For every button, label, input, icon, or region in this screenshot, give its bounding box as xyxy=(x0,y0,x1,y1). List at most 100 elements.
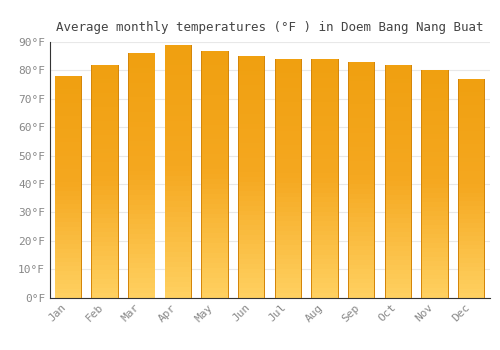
Bar xyxy=(458,171,485,175)
Bar xyxy=(54,76,56,298)
Bar xyxy=(54,80,82,85)
Bar xyxy=(201,154,229,159)
Bar xyxy=(128,58,156,63)
Bar xyxy=(384,121,412,125)
Bar xyxy=(238,259,266,264)
Bar xyxy=(238,288,266,293)
Bar xyxy=(128,229,156,234)
Bar xyxy=(164,55,192,60)
Bar xyxy=(164,146,192,151)
Bar xyxy=(164,166,192,171)
Bar xyxy=(348,99,376,104)
Bar xyxy=(238,124,266,128)
Bar xyxy=(128,97,156,102)
Bar xyxy=(348,166,376,170)
Bar xyxy=(384,209,412,214)
Bar xyxy=(238,293,266,297)
Bar xyxy=(201,70,229,75)
Bar xyxy=(164,247,192,252)
Bar xyxy=(421,161,448,166)
Bar xyxy=(458,122,485,127)
Bar xyxy=(421,206,448,211)
Bar xyxy=(348,161,376,166)
Bar xyxy=(164,181,192,186)
Bar xyxy=(421,288,448,293)
Bar xyxy=(311,283,339,288)
Bar xyxy=(201,85,229,90)
Bar xyxy=(91,162,119,167)
Bar xyxy=(164,277,192,282)
Bar xyxy=(164,60,192,65)
Bar xyxy=(311,150,339,154)
Bar xyxy=(201,159,229,164)
Bar xyxy=(274,216,302,221)
Bar xyxy=(238,235,266,240)
Bar xyxy=(91,102,119,107)
Bar xyxy=(421,75,448,79)
Bar xyxy=(274,178,302,183)
Bar xyxy=(54,160,82,164)
Bar xyxy=(91,284,119,288)
Bar xyxy=(421,247,448,252)
Bar xyxy=(348,85,376,90)
Bar xyxy=(421,279,448,284)
Bar xyxy=(128,127,156,132)
Bar xyxy=(54,120,82,125)
Bar xyxy=(274,112,302,116)
Bar xyxy=(458,271,485,276)
Bar xyxy=(154,53,156,298)
Bar xyxy=(311,264,339,269)
Bar xyxy=(384,190,412,195)
Bar xyxy=(421,211,448,216)
Bar xyxy=(458,105,485,110)
Bar xyxy=(421,70,422,298)
Bar xyxy=(384,83,412,88)
Bar xyxy=(201,223,229,228)
Bar xyxy=(274,188,302,193)
Bar xyxy=(348,231,376,236)
Bar xyxy=(201,80,229,85)
Bar xyxy=(91,270,119,274)
Bar xyxy=(201,268,229,273)
Bar xyxy=(91,69,119,74)
Bar xyxy=(201,100,229,105)
Bar xyxy=(91,190,119,195)
Bar xyxy=(201,238,229,243)
Bar xyxy=(128,205,156,210)
Bar xyxy=(91,167,119,172)
Bar xyxy=(54,258,82,262)
Bar xyxy=(421,130,448,134)
Bar xyxy=(201,179,229,184)
Bar xyxy=(128,219,156,224)
Bar xyxy=(238,172,266,177)
Bar xyxy=(164,85,192,90)
Bar xyxy=(384,176,412,181)
Bar xyxy=(274,59,276,298)
Bar xyxy=(421,197,448,202)
Bar xyxy=(384,172,412,176)
Bar xyxy=(128,53,156,58)
Bar xyxy=(238,254,266,259)
Bar xyxy=(311,140,339,145)
Bar xyxy=(274,193,302,197)
Bar xyxy=(54,244,82,249)
Bar xyxy=(421,93,448,98)
Bar xyxy=(128,278,156,283)
Bar xyxy=(238,220,266,225)
Bar xyxy=(384,293,412,298)
Bar xyxy=(311,64,339,69)
Bar xyxy=(274,259,302,264)
Bar xyxy=(128,151,156,156)
Bar xyxy=(54,98,82,103)
Bar xyxy=(384,74,412,79)
Bar xyxy=(384,270,412,274)
Bar xyxy=(238,71,266,76)
Bar xyxy=(128,117,156,122)
Bar xyxy=(238,273,266,278)
Bar xyxy=(238,211,266,216)
Bar xyxy=(384,246,412,251)
Bar xyxy=(201,110,229,115)
Bar xyxy=(348,194,376,198)
Bar xyxy=(274,254,302,259)
Bar xyxy=(421,134,448,139)
